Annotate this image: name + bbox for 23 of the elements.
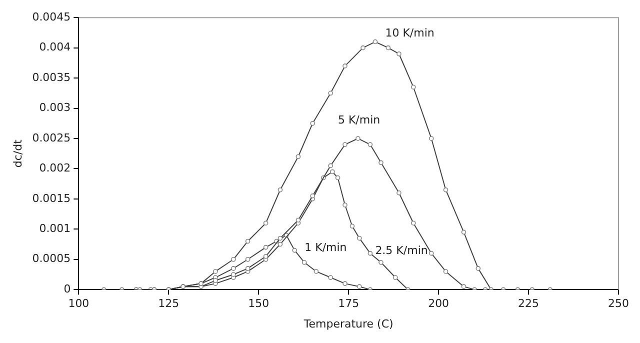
y-tick-label: 0.0015 <box>32 192 71 205</box>
y-tick-label: 0.002 <box>39 162 71 175</box>
x-tick-label: 200 <box>428 297 450 310</box>
y-axis-title: dc/dt <box>11 138 24 168</box>
series-label: 1 K/min <box>304 241 347 254</box>
y-tick-label: 0.001 <box>39 222 71 236</box>
x-tick-label: 175 <box>338 297 360 310</box>
y-tick-label: 0.0005 <box>32 252 71 266</box>
series-label: 5 K/min <box>338 113 380 126</box>
y-tick-label: 0.0035 <box>32 70 71 84</box>
y-tick-label: 0.0045 <box>32 10 71 24</box>
y-tick-label: 0 <box>64 282 71 296</box>
x-axis-title: Temperature (C) <box>302 317 394 330</box>
series-label: 2.5 K/min <box>375 244 428 258</box>
y-tick-label: 0.004 <box>39 40 71 54</box>
x-tick-label: 100 <box>68 297 90 310</box>
series-label: 10 K/min <box>385 26 434 40</box>
y-tick-label: 0.0025 <box>32 131 71 144</box>
x-tick-label: 150 <box>248 297 270 310</box>
x-tick-label: 125 <box>158 297 180 310</box>
y-tick-label: 0.003 <box>39 101 71 114</box>
x-tick-label: 225 <box>518 297 540 310</box>
x-tick-label: 250 <box>608 297 629 310</box>
